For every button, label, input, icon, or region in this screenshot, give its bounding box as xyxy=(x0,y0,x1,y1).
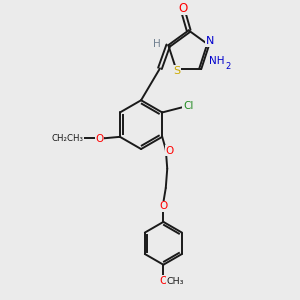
Text: O: O xyxy=(160,276,168,286)
Text: H: H xyxy=(153,39,161,49)
Text: O: O xyxy=(160,201,168,211)
Text: O: O xyxy=(166,146,174,156)
Text: CH₃: CH₃ xyxy=(166,277,184,286)
Text: N: N xyxy=(206,36,214,46)
Text: 2: 2 xyxy=(225,61,231,70)
Text: S: S xyxy=(174,66,181,76)
Text: Cl: Cl xyxy=(183,101,193,111)
Text: O: O xyxy=(179,2,188,15)
Text: O: O xyxy=(96,134,104,144)
Text: CH₂CH₃: CH₂CH₃ xyxy=(52,134,84,143)
Text: NH: NH xyxy=(209,56,224,66)
